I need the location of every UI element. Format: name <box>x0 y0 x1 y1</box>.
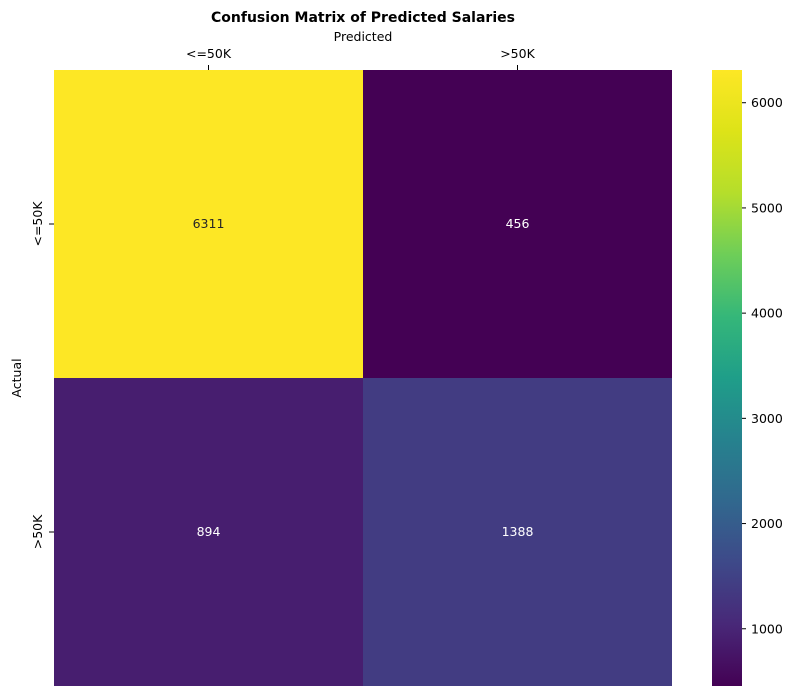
cell-value-label: 1388 <box>502 524 534 539</box>
colorbar-gradient <box>712 70 742 686</box>
colorbar-ticks: 1000 2000 3000 4000 5000 6000 <box>742 95 783 636</box>
heatmap-cell <box>363 378 672 686</box>
y-axis-ticks: <=50K >50K <box>30 201 54 549</box>
colorbar-tick-label: 3000 <box>751 411 783 426</box>
heatmap-cell <box>363 70 672 378</box>
x-axis-label: Predicted <box>334 29 393 44</box>
colorbar-tick-label: 4000 <box>751 306 783 321</box>
heatmap-cells: 6311 456 894 1388 <box>54 70 672 686</box>
chart-title: Confusion Matrix of Predicted Salaries <box>211 10 515 26</box>
colorbar-tick-label: 5000 <box>751 200 783 215</box>
heatmap-cell <box>54 70 363 378</box>
cell-value-label: 456 <box>506 216 530 231</box>
cell-value-label: 894 <box>197 524 221 539</box>
heatmap-cell <box>54 378 363 686</box>
y-tick-label: <=50K <box>30 201 45 247</box>
colorbar: 1000 2000 3000 4000 5000 6000 <box>712 70 783 686</box>
colorbar-tick-label: 2000 <box>751 516 783 531</box>
colorbar-tick-label: 1000 <box>751 621 783 636</box>
x-tick-label: >50K <box>500 46 535 61</box>
y-tick-label: >50K <box>30 514 45 549</box>
x-tick-label: <=50K <box>186 46 232 61</box>
y-axis-label: Actual <box>9 358 24 397</box>
cell-value-label: 6311 <box>193 216 225 231</box>
x-axis-ticks: <=50K >50K <box>186 46 536 70</box>
colorbar-tick-label: 6000 <box>751 95 783 110</box>
